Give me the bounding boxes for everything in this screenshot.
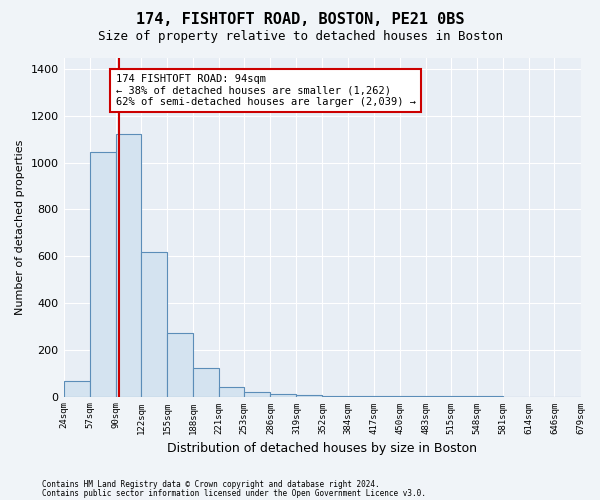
Text: 174 FISHTOFT ROAD: 94sqm
← 38% of detached houses are smaller (1,262)
62% of sem: 174 FISHTOFT ROAD: 94sqm ← 38% of detach…: [116, 74, 416, 107]
Text: Size of property relative to detached houses in Boston: Size of property relative to detached ho…: [97, 30, 503, 43]
Y-axis label: Number of detached properties: Number of detached properties: [15, 140, 25, 314]
Bar: [167, 334, 193, 396]
Bar: [141, 252, 167, 396]
Bar: [89, 152, 116, 396]
Text: 174, FISHTOFT ROAD, BOSTON, PE21 0BS: 174, FISHTOFT ROAD, BOSTON, PE21 0BS: [136, 12, 464, 28]
Bar: [116, 134, 141, 396]
Bar: [193, 368, 219, 396]
Bar: [64, 382, 89, 396]
Text: Contains public sector information licensed under the Open Government Licence v3: Contains public sector information licen…: [42, 488, 426, 498]
Bar: [244, 392, 271, 396]
Bar: [219, 386, 244, 396]
Text: Contains HM Land Registry data © Crown copyright and database right 2024.: Contains HM Land Registry data © Crown c…: [42, 480, 380, 489]
Bar: [271, 394, 296, 396]
X-axis label: Distribution of detached houses by size in Boston: Distribution of detached houses by size …: [167, 442, 477, 455]
